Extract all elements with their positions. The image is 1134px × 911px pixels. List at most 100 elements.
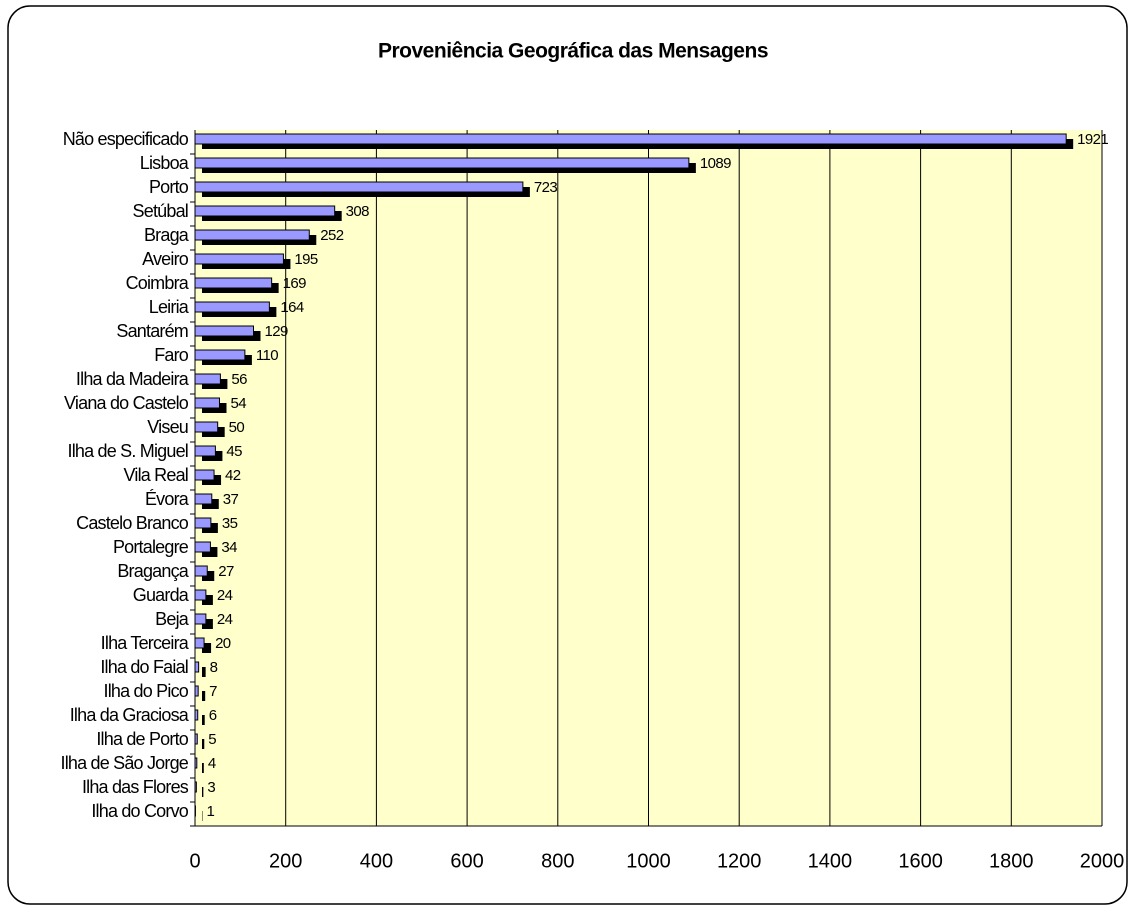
bar	[194, 637, 212, 653]
bar-face	[194, 253, 284, 265]
value-label: 50	[229, 419, 245, 436]
chart-title: Proveniência Geográfica das Mensagens	[378, 40, 768, 63]
bar	[194, 205, 342, 221]
y-tick-label: Beja	[155, 609, 190, 629]
bar	[194, 781, 204, 797]
x-tick-label: 400	[360, 850, 393, 872]
y-tick-label: Ilha de S. Miguel	[68, 441, 188, 461]
bar-depth	[202, 667, 206, 677]
bar-depth	[202, 715, 205, 725]
bar-face	[194, 781, 197, 793]
bar-depth	[202, 619, 213, 629]
bar	[194, 253, 291, 269]
bar-depth	[202, 739, 205, 749]
x-tick-label: 1600	[898, 850, 943, 872]
y-tick-label: Ilha do Faial	[100, 657, 188, 677]
y-tick-label: Ilha da Graciosa	[70, 705, 190, 725]
bar-face	[194, 445, 216, 457]
bar-depth	[202, 643, 212, 653]
bar	[194, 325, 261, 341]
bar	[194, 469, 222, 485]
bar-face	[194, 685, 199, 697]
y-tick-label: Ilha Terceira	[101, 633, 190, 653]
bar	[194, 733, 205, 749]
bar-face	[194, 325, 255, 337]
value-label: 195	[294, 251, 317, 268]
bar	[194, 685, 206, 701]
value-label: 37	[223, 491, 239, 508]
bar-face	[194, 517, 212, 529]
bar	[194, 589, 213, 605]
bar-face	[194, 157, 690, 169]
x-tick-label: 1400	[808, 850, 853, 872]
y-tick-label: Évora	[145, 489, 190, 509]
y-tick-label: Vila Real	[123, 465, 188, 485]
y-tick-label: Ilha do Corvo	[91, 801, 188, 821]
y-tick-label: Castelo Branco	[76, 513, 189, 533]
bar	[194, 517, 218, 533]
bar	[194, 613, 213, 629]
bar-depth	[202, 691, 206, 701]
y-tick-label: Lisboa	[140, 153, 190, 173]
value-label: 252	[320, 227, 343, 244]
value-label: 308	[346, 203, 369, 220]
y-tick-label: Leiria	[149, 297, 190, 317]
value-label: 8	[210, 659, 218, 676]
bar-face	[194, 709, 199, 721]
x-tick-label: 600	[450, 850, 483, 872]
bar-face	[194, 349, 246, 361]
bar-face	[194, 397, 220, 409]
bar-face	[194, 613, 207, 625]
bar-face	[194, 589, 207, 601]
bar	[194, 397, 227, 413]
bar-depth	[202, 787, 204, 797]
bar-face	[194, 733, 198, 745]
y-tick-label: Não especificado	[63, 129, 189, 149]
value-label: 35	[222, 515, 238, 532]
y-tick-label: Portalegre	[113, 537, 189, 557]
y-tick-label: Viana do Castelo	[64, 393, 189, 413]
y-tick-label: Ilha das Flores	[82, 777, 189, 797]
bar-face	[194, 493, 213, 505]
y-tick-label: Santarém	[116, 321, 188, 341]
value-label: 45	[226, 443, 242, 460]
bar-face	[194, 133, 1067, 145]
bar-face	[194, 757, 198, 769]
value-label: 56	[231, 371, 247, 388]
bar	[194, 373, 228, 389]
value-label: 5	[208, 731, 216, 748]
value-label: 164	[280, 299, 303, 316]
value-label: 169	[283, 275, 306, 292]
bar	[194, 229, 317, 245]
bar	[194, 421, 225, 437]
y-tick-label: Coimbra	[126, 273, 190, 293]
bar	[194, 181, 530, 197]
value-label: 7	[209, 683, 217, 700]
value-label: 24	[217, 587, 233, 604]
bar	[194, 277, 279, 293]
x-tick-label: 1800	[989, 850, 1034, 872]
bar-face	[194, 205, 336, 217]
y-tick-label: Guarda	[133, 585, 190, 605]
y-tick-label: Ilha da Madeira	[76, 369, 190, 389]
bar-face	[194, 469, 215, 481]
bar	[194, 541, 218, 557]
bar	[194, 133, 1074, 149]
bar-face	[194, 541, 211, 553]
value-label: 20	[215, 635, 231, 652]
x-tick-label: 2000	[1080, 850, 1125, 872]
bar-face	[194, 565, 208, 577]
bar-face	[194, 277, 273, 289]
bar	[194, 709, 205, 725]
y-tick-label: Ilha de Porto	[96, 729, 188, 749]
value-label: 3	[207, 779, 215, 796]
value-label: 54	[230, 395, 246, 412]
value-label: 42	[225, 467, 241, 484]
bar-face	[194, 637, 205, 649]
bar	[194, 157, 696, 173]
x-tick-label: 800	[541, 850, 574, 872]
value-label: 129	[265, 323, 288, 340]
y-tick-label: Aveiro	[142, 249, 189, 269]
y-tick-label: Faro	[154, 345, 189, 365]
